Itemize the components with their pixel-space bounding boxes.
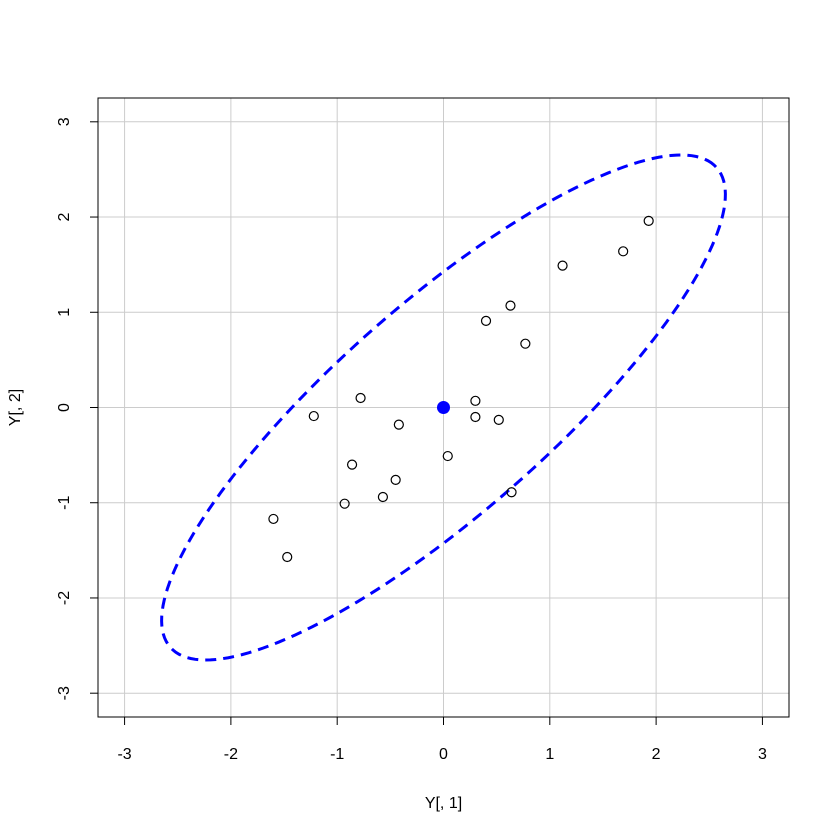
- y-tick-label: 3: [56, 117, 73, 126]
- data-point: [339, 498, 350, 509]
- x-tick-label: 3: [758, 746, 767, 763]
- data-point: [442, 450, 453, 462]
- data-point: [505, 300, 516, 311]
- y-tick-label: -2: [56, 591, 73, 605]
- x-tick-label: -3: [117, 746, 131, 763]
- data-point: [282, 551, 293, 563]
- data-points: [268, 215, 654, 563]
- data-point: [493, 414, 504, 425]
- data-point: [506, 487, 517, 498]
- data-point: [355, 392, 366, 404]
- center-point-layer: [437, 401, 450, 414]
- data-point: [393, 419, 404, 430]
- data-point: [618, 246, 629, 257]
- y-axis-title: Y[, 2]: [7, 389, 24, 426]
- data-point: [390, 474, 401, 485]
- y-tick-label: 0: [56, 403, 73, 412]
- center-point: [437, 401, 450, 414]
- x-tick-label: -1: [330, 746, 344, 763]
- grid-lines: [98, 98, 789, 717]
- y-tick-label: 2: [56, 212, 73, 221]
- x-tick-label: 1: [545, 746, 554, 763]
- data-point: [470, 411, 481, 423]
- x-tick-label: 2: [652, 746, 661, 763]
- x-tick-label: 0: [439, 746, 448, 763]
- data-point: [377, 491, 389, 503]
- data-point: [470, 395, 481, 406]
- data-point: [480, 315, 492, 326]
- confidence-ellipse-layer: [160, 153, 727, 662]
- y-tick-label: -3: [56, 686, 73, 700]
- data-point: [268, 513, 279, 525]
- data-point: [520, 338, 531, 349]
- x-tick-label: -2: [224, 746, 238, 763]
- data-point: [308, 410, 319, 422]
- data-point: [557, 260, 568, 271]
- y-tick-label: -1: [56, 496, 73, 510]
- x-axis-title: Y[, 1]: [425, 795, 462, 812]
- confidence-ellipse: [160, 153, 727, 662]
- data-point: [346, 459, 358, 470]
- y-axis: -3 -2 -1 0 1 2 3: [56, 117, 98, 700]
- data-point: [643, 215, 654, 226]
- y-tick-label: 1: [56, 308, 73, 317]
- x-axis: -3 -2 -1 0 1 2 3: [117, 717, 767, 763]
